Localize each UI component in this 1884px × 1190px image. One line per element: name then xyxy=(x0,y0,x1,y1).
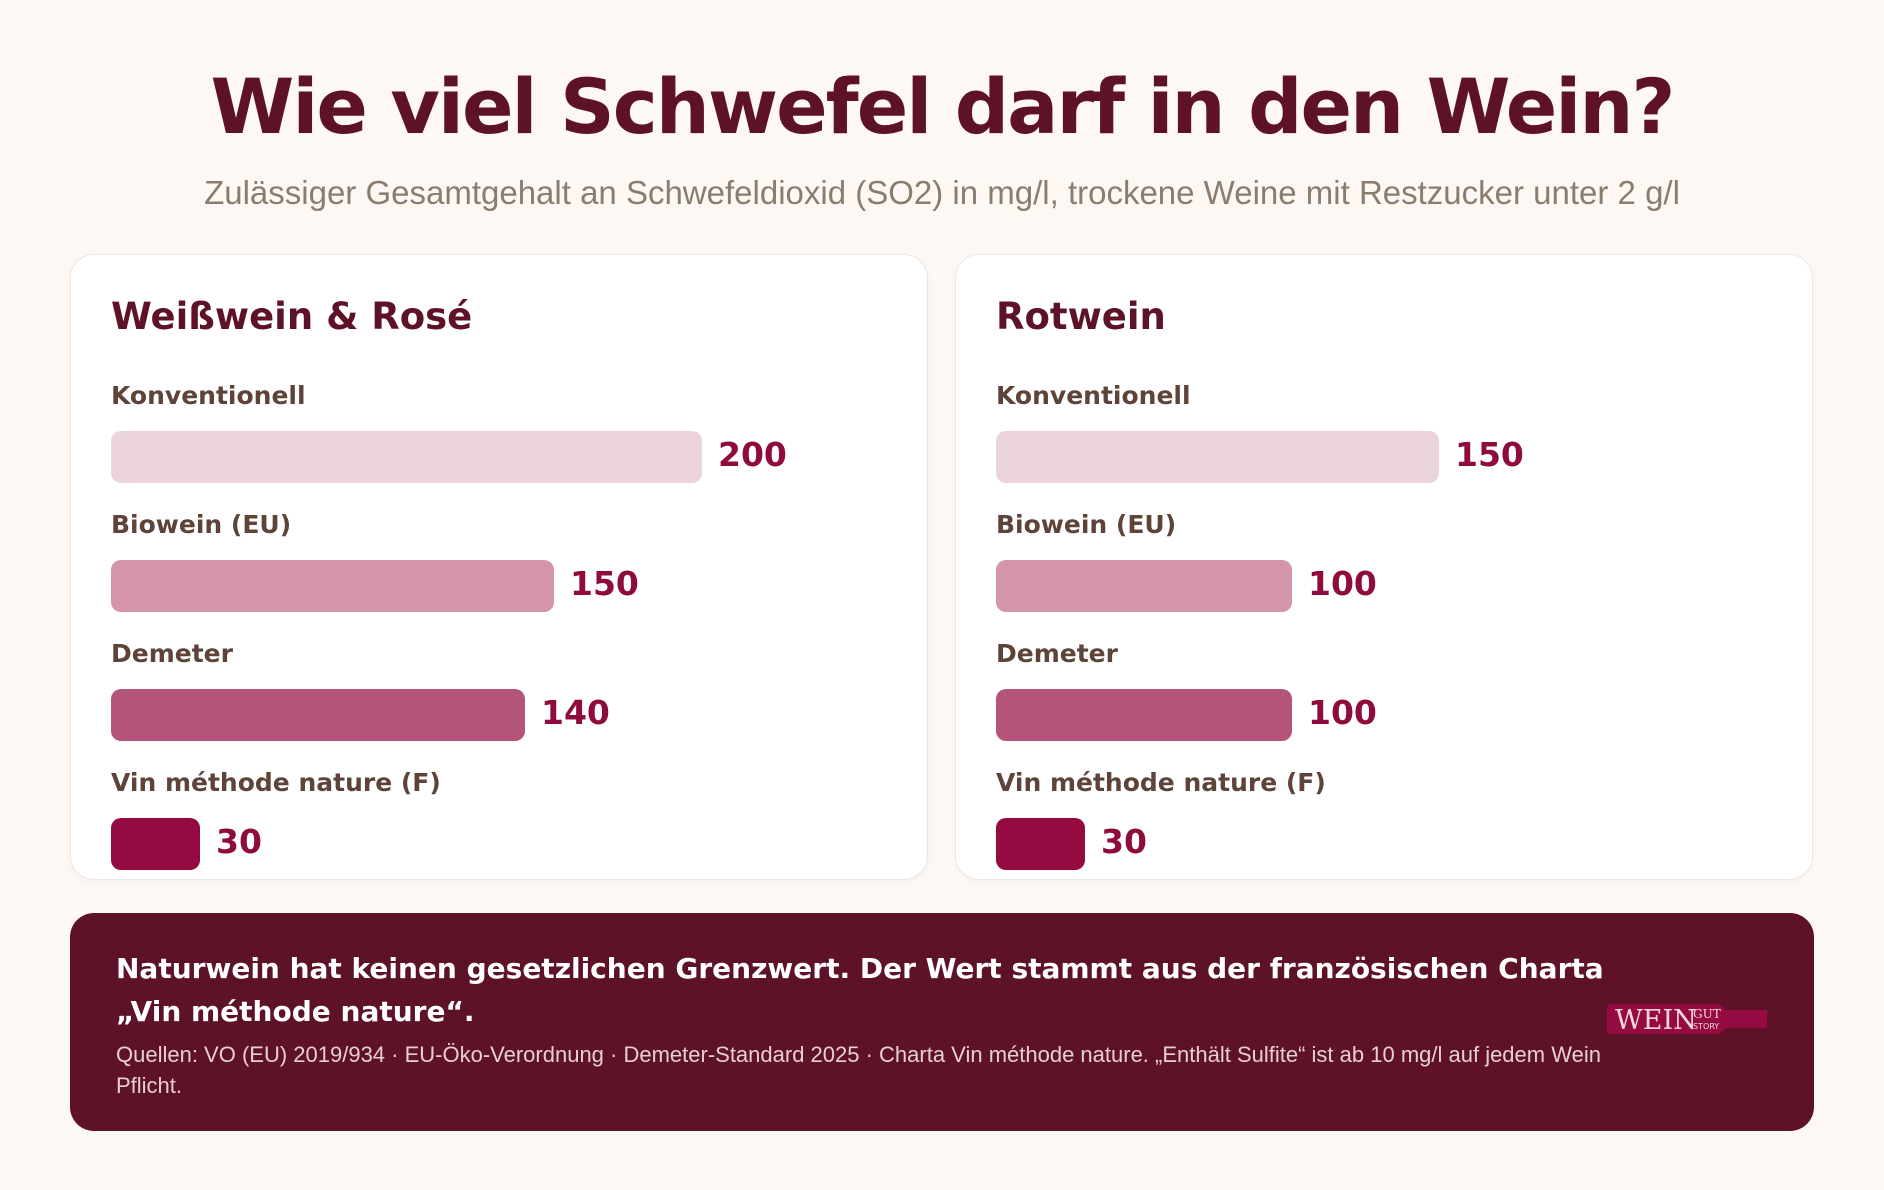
bar-value-label: 200 xyxy=(718,435,787,474)
bar-row: Vin méthode nature (F) 30 xyxy=(996,768,1776,878)
bar-row: Demeter 140 xyxy=(111,639,891,749)
bar xyxy=(996,431,1439,483)
bar-category-label: Konventionell xyxy=(996,381,1191,410)
bar-value-label: 150 xyxy=(1455,435,1524,474)
bar-value-label: 140 xyxy=(541,693,610,732)
bar-row: Biowein (EU) 150 xyxy=(111,510,891,620)
chart-panel-red: Rotwein Konventionell 150 Biowein (EU) 100 D… xyxy=(955,254,1813,880)
bar-category-label: Biowein (EU) xyxy=(111,510,292,539)
bar-row: Biowein (EU) 100 xyxy=(996,510,1776,620)
bar-category-label: Konventionell xyxy=(111,381,306,410)
footer-sources: Quellen: VO (EU) 2019/934 · EU-Öko-Veror… xyxy=(116,1042,1601,1098)
bar xyxy=(996,560,1292,612)
footer-note: Naturwein hat keinen gesetzlichen Grenzw… xyxy=(116,952,1604,1028)
logo-small-bottom: STORY xyxy=(1693,1022,1719,1031)
bar-category-label: Demeter xyxy=(996,639,1118,668)
bar-category-label: Vin méthode nature (F) xyxy=(111,768,441,797)
page-title: Wie viel Schwefel darf in den Wein? xyxy=(210,62,1675,151)
bar-value-label: 150 xyxy=(570,564,639,603)
bar xyxy=(996,818,1085,870)
chart-title: Rotwein xyxy=(996,295,1166,338)
bar-category-label: Vin méthode nature (F) xyxy=(996,768,1326,797)
bar-row: Konventionell 200 xyxy=(111,381,891,491)
logo-text: WEIN xyxy=(1615,1005,1697,1036)
info-footer: Naturwein hat keinen gesetzlichen Grenzw… xyxy=(70,913,1814,1131)
bar xyxy=(111,560,554,612)
logo-small-top: GUT xyxy=(1693,1007,1721,1021)
bar xyxy=(111,431,702,483)
bar-row: Demeter 100 xyxy=(996,639,1776,749)
bar-value-label: 30 xyxy=(1101,822,1147,861)
bar-row: Vin méthode nature (F) 30 xyxy=(111,768,891,878)
weingut-story-logo: WEIN GUT STORY xyxy=(1607,1004,1767,1036)
bar-category-label: Demeter xyxy=(111,639,233,668)
bar xyxy=(111,818,200,870)
bar-value-label: 100 xyxy=(1308,564,1377,603)
bar-category-label: Biowein (EU) xyxy=(996,510,1177,539)
bar-value-label: 30 xyxy=(216,822,262,861)
page-subtitle: Zulässiger Gesamtgehalt an Schwefeldioxi… xyxy=(204,174,1680,211)
chart-panel-white-rose: Weißwein & Rosé Konventionell 200 Biowein … xyxy=(70,254,928,880)
bar-row: Konventionell 150 xyxy=(996,381,1776,491)
bar xyxy=(111,689,525,741)
bar-value-label: 100 xyxy=(1308,693,1377,732)
chart-title: Weißwein & Rosé xyxy=(111,295,473,338)
bar xyxy=(996,689,1292,741)
